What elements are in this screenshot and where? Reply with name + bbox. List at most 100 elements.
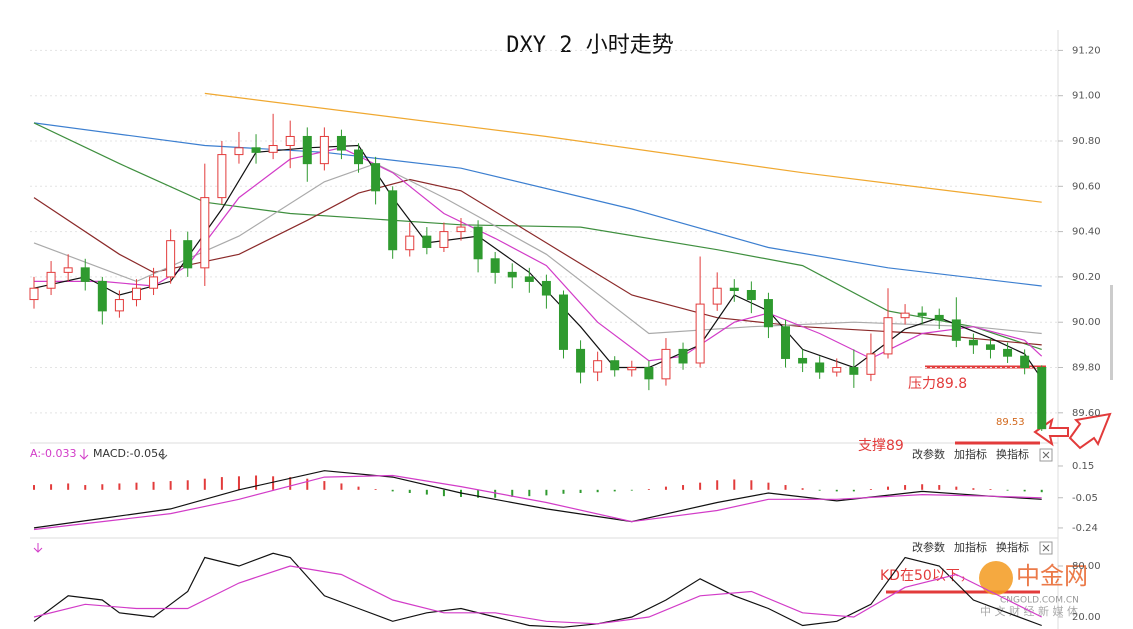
candle-body bbox=[934, 314, 944, 321]
candle-body bbox=[268, 145, 278, 153]
candle-body bbox=[917, 312, 927, 316]
candle-body bbox=[473, 226, 483, 260]
candle-body bbox=[951, 319, 961, 341]
candle-body bbox=[490, 258, 500, 273]
close-button[interactable] bbox=[1039, 448, 1053, 462]
candle-body bbox=[558, 294, 568, 350]
candle-body bbox=[302, 135, 312, 165]
watermark-name: 中金网 bbox=[1016, 562, 1088, 590]
candle-body bbox=[815, 362, 825, 373]
toolbar-button[interactable]: 换指标 bbox=[996, 540, 1029, 554]
y-tick-label: 90.80 bbox=[1072, 136, 1101, 147]
candle-body bbox=[883, 317, 893, 355]
indicator-line bbox=[33, 144, 1043, 380]
close-button[interactable] bbox=[1039, 541, 1053, 555]
candle-body bbox=[695, 303, 705, 364]
candle-body bbox=[746, 289, 756, 301]
candle-body bbox=[388, 190, 398, 251]
macd-dif-label: A:-0.033 bbox=[30, 447, 77, 460]
candle-body bbox=[251, 147, 261, 153]
candle-body bbox=[354, 149, 364, 165]
toolbar-button[interactable]: 加指标 bbox=[954, 447, 987, 461]
toolbar-button[interactable]: 改参数 bbox=[912, 447, 945, 461]
candle-body bbox=[80, 267, 90, 282]
indicator-line bbox=[33, 162, 1042, 335]
candle-body bbox=[798, 357, 808, 364]
watermark-domain: CNGOLD.COM.CN bbox=[1000, 596, 1079, 606]
candle-body bbox=[610, 360, 620, 371]
candle-body bbox=[661, 348, 671, 380]
candle-body bbox=[1003, 348, 1013, 357]
candle-body bbox=[422, 235, 432, 248]
last-price-label: 89.53 bbox=[996, 417, 1025, 428]
y-tick-label: 80.00 bbox=[1072, 561, 1101, 572]
annotation: 压力89.8 bbox=[908, 376, 967, 392]
y-tick-label: 90.60 bbox=[1072, 181, 1101, 192]
candle-body bbox=[336, 135, 346, 151]
toolbar-button[interactable]: 加指标 bbox=[954, 540, 987, 554]
scrollbar bbox=[1110, 285, 1113, 380]
candle-body bbox=[644, 367, 654, 380]
candle-body bbox=[200, 197, 210, 269]
indicator-line bbox=[33, 552, 1042, 628]
candle-body bbox=[234, 147, 244, 156]
candle-body bbox=[63, 267, 73, 273]
candle-body bbox=[900, 312, 910, 319]
candle-body bbox=[371, 163, 381, 192]
arrow bbox=[158, 449, 168, 460]
arrow bbox=[79, 449, 89, 460]
candle-body bbox=[1037, 367, 1047, 430]
candle-body bbox=[29, 287, 39, 301]
y-tick-label: 89.60 bbox=[1072, 408, 1101, 419]
y-tick-label: -0.24 bbox=[1072, 523, 1098, 534]
y-tick-label: 20.00 bbox=[1072, 612, 1101, 623]
arrow bbox=[1033, 417, 1069, 447]
candle-body bbox=[183, 240, 193, 269]
candle-body bbox=[97, 280, 107, 312]
candle-body bbox=[593, 360, 603, 373]
candle-body bbox=[968, 339, 978, 346]
candle-body bbox=[712, 287, 722, 305]
candle-body bbox=[507, 271, 517, 278]
arrow bbox=[1068, 412, 1112, 450]
candle-body bbox=[131, 287, 141, 301]
y-tick-label: 90.20 bbox=[1072, 272, 1101, 283]
candle-body bbox=[319, 135, 329, 165]
candle-body bbox=[849, 367, 859, 375]
toolbar-button[interactable]: 改参数 bbox=[912, 540, 945, 554]
candle-body bbox=[439, 231, 449, 248]
candle-body bbox=[627, 367, 637, 371]
candle-body bbox=[763, 299, 773, 328]
candle-body bbox=[114, 299, 124, 312]
indicator-line bbox=[33, 565, 1042, 625]
candle-body bbox=[781, 326, 791, 359]
y-tick-label: 0.15 bbox=[1072, 461, 1094, 472]
candle-body bbox=[541, 280, 551, 296]
candle-body bbox=[217, 154, 227, 199]
y-tick-label: 90.00 bbox=[1072, 317, 1101, 328]
candle-body bbox=[985, 344, 995, 350]
y-tick-label: 91.20 bbox=[1072, 45, 1101, 56]
candle-body bbox=[678, 348, 688, 364]
toolbar-button[interactable]: 换指标 bbox=[996, 447, 1029, 461]
candle-body bbox=[832, 367, 842, 373]
indicator-line bbox=[34, 147, 1043, 362]
candle-body bbox=[576, 348, 586, 373]
annotation: KD在50以下， bbox=[880, 568, 974, 584]
y-tick-label: 89.80 bbox=[1072, 363, 1101, 374]
y-tick-label: 90.40 bbox=[1072, 227, 1101, 238]
y-tick-label: 91.00 bbox=[1072, 91, 1101, 102]
indicator-line bbox=[33, 470, 1042, 529]
candle-body bbox=[405, 235, 415, 251]
arrow bbox=[33, 543, 43, 553]
candle-body bbox=[456, 226, 466, 233]
annotation: 支撑89 bbox=[858, 438, 904, 454]
candle-body bbox=[285, 135, 295, 147]
y-tick-label: -0.05 bbox=[1072, 493, 1098, 504]
logo bbox=[979, 561, 1013, 595]
candle-body bbox=[524, 276, 534, 282]
indicator-line bbox=[204, 92, 1042, 203]
candle-body bbox=[1020, 355, 1030, 369]
chart-title: DXY 2 小时走势 bbox=[506, 33, 673, 58]
